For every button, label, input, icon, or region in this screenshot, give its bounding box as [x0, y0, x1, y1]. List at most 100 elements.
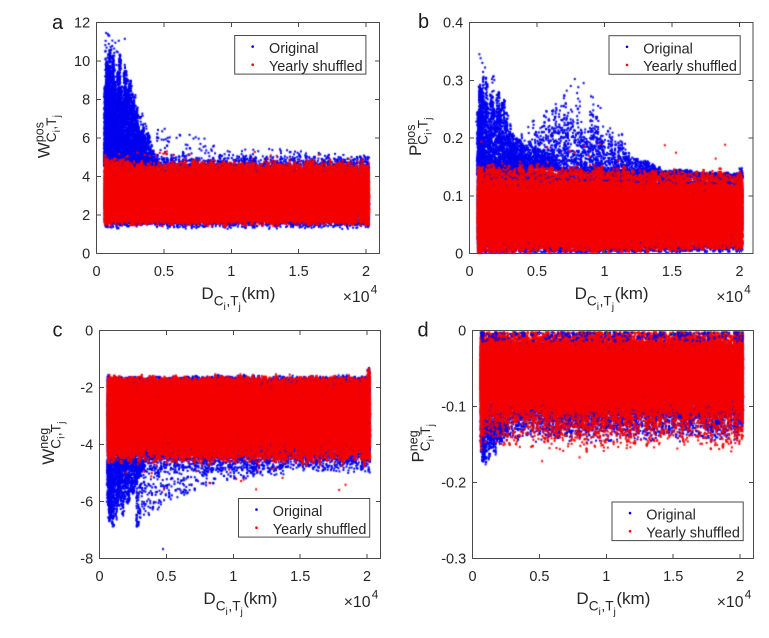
svg-text:i: i: [423, 133, 435, 135]
svg-text:D: D: [203, 589, 215, 608]
svg-text:T: T: [418, 426, 433, 434]
svg-text:C: C: [49, 439, 64, 449]
svg-text:×10: ×10: [717, 594, 744, 611]
svg-text:Yearly shuffled: Yearly shuffled: [273, 522, 367, 538]
svg-text:i: i: [224, 301, 226, 313]
svg-text:2: 2: [736, 569, 744, 585]
svg-text:,: ,: [228, 599, 232, 614]
svg-text:2: 2: [82, 208, 90, 224]
svg-text:C: C: [44, 132, 59, 142]
svg-text:×10: ×10: [344, 594, 371, 611]
svg-text:i: i: [51, 130, 63, 132]
svg-text:1: 1: [227, 264, 235, 280]
svg-text:2: 2: [362, 264, 370, 280]
svg-text:j: j: [238, 301, 241, 313]
svg-text:0.5: 0.5: [527, 264, 547, 280]
svg-text:pos: pos: [404, 125, 418, 145]
svg-text:i: i: [597, 301, 599, 313]
svg-text:-2: -2: [80, 381, 93, 397]
svg-text:c: c: [53, 319, 63, 341]
svg-text:i: i: [226, 606, 228, 618]
svg-text:i: i: [599, 606, 601, 618]
svg-text:(km): (km): [616, 589, 650, 608]
svg-text:j: j: [613, 606, 616, 618]
svg-text:4: 4: [371, 282, 378, 296]
svg-text:T: T: [603, 294, 611, 309]
svg-text:W: W: [39, 449, 58, 465]
svg-text:(km): (km): [241, 284, 275, 303]
svg-text:Original: Original: [646, 508, 696, 524]
svg-text:,: ,: [601, 599, 605, 614]
svg-text:C: C: [416, 135, 431, 145]
svg-text:6: 6: [82, 131, 90, 147]
svg-text:Original: Original: [269, 41, 319, 57]
svg-text:j: j: [56, 422, 68, 425]
svg-text:0.4: 0.4: [443, 16, 463, 32]
svg-text:W: W: [35, 142, 54, 158]
svg-text:C: C: [216, 599, 226, 614]
svg-text:4: 4: [745, 587, 752, 601]
svg-text:pos: pos: [33, 122, 47, 142]
svg-text:T: T: [232, 599, 240, 614]
svg-text:×10: ×10: [716, 289, 743, 306]
svg-text:0: 0: [465, 264, 473, 280]
svg-text:D: D: [201, 284, 213, 303]
svg-text:Yearly shuffled: Yearly shuffled: [269, 59, 363, 75]
svg-text:T: T: [230, 294, 238, 309]
svg-text:C: C: [214, 294, 224, 309]
svg-text:(km): (km): [615, 284, 649, 303]
svg-text:j: j: [51, 115, 63, 118]
svg-text:T: T: [49, 424, 64, 432]
svg-text:,: ,: [418, 435, 433, 439]
svg-text:-0.2: -0.2: [441, 476, 466, 492]
svg-text:C: C: [587, 294, 597, 309]
svg-text:2: 2: [363, 569, 371, 585]
svg-text:Yearly shuffled: Yearly shuffled: [646, 525, 740, 541]
svg-text:0.5: 0.5: [154, 264, 174, 280]
svg-text:-6: -6: [80, 495, 93, 511]
svg-text:C: C: [418, 441, 433, 451]
svg-text:Original: Original: [273, 504, 323, 520]
svg-text:-0.3: -0.3: [441, 552, 466, 568]
svg-text:0.1: 0.1: [443, 189, 463, 205]
svg-text:1: 1: [600, 264, 608, 280]
svg-text:0: 0: [455, 247, 463, 263]
svg-text:0: 0: [468, 569, 476, 585]
svg-text:4: 4: [744, 282, 751, 296]
svg-text:,: ,: [44, 126, 59, 130]
svg-text:8: 8: [82, 93, 90, 109]
svg-text:1.5: 1.5: [662, 264, 682, 280]
svg-text:,: ,: [416, 128, 431, 132]
svg-text:-0.1: -0.1: [441, 400, 466, 416]
svg-text:neg: neg: [37, 428, 51, 449]
svg-text:0.2: 0.2: [443, 131, 463, 147]
svg-text:1.5: 1.5: [289, 264, 309, 280]
svg-text:0: 0: [82, 247, 90, 263]
svg-text:d: d: [418, 319, 429, 341]
svg-text:4: 4: [372, 587, 379, 601]
svg-text:j: j: [425, 424, 437, 427]
svg-text:j: j: [611, 301, 614, 313]
svg-text:1: 1: [229, 569, 237, 585]
svg-text:a: a: [52, 12, 64, 34]
svg-text:C: C: [589, 599, 599, 614]
svg-text:1: 1: [602, 569, 610, 585]
svg-text:j: j: [423, 118, 435, 121]
svg-text:1.5: 1.5: [290, 569, 310, 585]
svg-text:T: T: [416, 120, 431, 128]
svg-text:0: 0: [458, 324, 466, 340]
svg-text:0.5: 0.5: [156, 569, 176, 585]
svg-text:-8: -8: [80, 552, 93, 568]
svg-text:,: ,: [226, 294, 230, 309]
svg-text:0: 0: [85, 324, 93, 340]
svg-text:0.5: 0.5: [529, 569, 549, 585]
svg-text:T: T: [605, 599, 613, 614]
svg-text:i: i: [425, 439, 437, 441]
svg-text:-4: -4: [80, 438, 93, 454]
svg-text:4: 4: [82, 170, 90, 186]
svg-text:0.3: 0.3: [443, 74, 463, 90]
svg-text:10: 10: [74, 54, 90, 70]
svg-text:1.5: 1.5: [663, 569, 683, 585]
svg-text:Original: Original: [643, 41, 693, 57]
svg-text:(km): (km): [243, 589, 277, 608]
